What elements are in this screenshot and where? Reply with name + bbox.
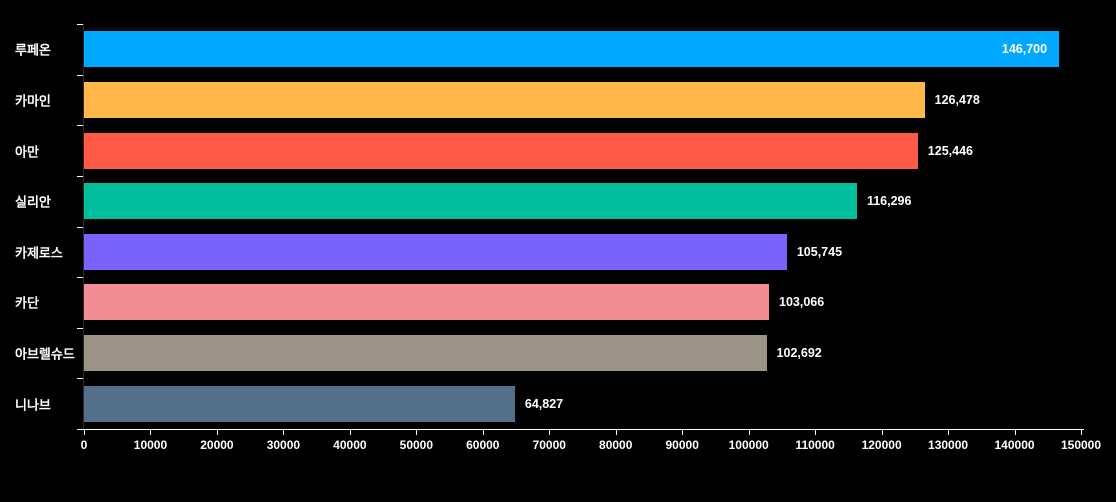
bar [84,183,857,220]
x-axis-tick-label: 70000 [532,438,566,452]
bar-row: 카단 103,066 [15,277,1081,328]
x-axis-tick [150,430,152,435]
category-label: 실리안 [15,194,51,210]
y-axis-tick [77,24,83,25]
value-label: 102,692 [776,346,822,361]
x-axis-tick-label: 30000 [266,438,301,452]
category-label: 루페온 [15,42,51,58]
bar-row: 카마인 126,478 [15,75,1081,126]
value-label: 116,296 [866,194,912,209]
value-label: 105,745 [796,244,843,259]
x-axis-tick [416,430,418,435]
x-axis-tick-label: 90000 [665,438,699,452]
bar [84,335,767,372]
x-axis-tick-label: 140000 [994,438,1035,452]
x-axis-tick [549,430,551,435]
bar [84,233,787,270]
value-label: 146,700 [1001,42,1048,57]
x-axis-tick-label: 40000 [333,438,367,452]
category-label: 카단 [15,295,39,311]
y-axis-tick [77,277,83,279]
y-axis-tick [77,125,83,127]
x-axis-tick [84,430,85,435]
bar-row: 실리안 116,296 [15,176,1081,227]
x-axis-tick-label: 130000 [928,438,969,452]
x-axis-tick [349,430,351,435]
category-label: 니나브 [15,397,51,413]
x-axis-tick-label: 100000 [728,438,769,452]
x-axis-tick-label: 20000 [200,438,234,452]
y-axis-line [83,24,84,429]
category-label: 아만 [15,144,39,160]
bar [84,31,1060,68]
bar-row: 아브렐슈드 102,692 [15,328,1081,379]
x-axis-tick [1081,430,1082,435]
bar-row: 카제로스 105,745 [15,227,1081,278]
x-axis-tick-label: 120000 [861,438,902,452]
x-axis-tick [682,430,684,435]
x-axis-tick [748,430,750,435]
x-axis-tick [815,430,817,435]
y-axis-tick [77,378,83,380]
value-label: 64,827 [524,396,564,411]
value-label: 103,066 [779,295,825,310]
y-axis-tick [77,74,83,76]
bar [84,81,925,118]
bar [84,385,515,422]
x-axis-line [83,429,1084,430]
x-axis-tick [615,430,617,435]
bar [84,284,770,321]
x-axis-tick-label: 80000 [599,438,633,452]
bar-row: 니나브 64,827 [15,378,1081,429]
x-axis-tick-label: 10000 [133,438,168,452]
plot-area: 0 10000 20000 30000 40000 50000 60000 70000 8000… [15,24,1101,452]
x-axis-tick [948,430,950,435]
x-axis-tick [881,430,883,435]
bar-row: 루페온 146,700 [15,24,1081,75]
x-axis-tick [482,430,484,435]
bar-row: 아만 125,446 [15,125,1081,176]
y-axis-tick [77,175,83,177]
x-axis-tick-label: 50000 [399,438,434,452]
x-axis-tick-label: 60000 [466,438,500,452]
x-axis-tick [216,430,218,435]
value-label: 125,446 [927,143,973,158]
bar [84,132,918,169]
x-axis-tick-label: 0 [80,438,88,452]
x-axis-tick [283,430,285,435]
value-label: 126,478 [934,92,980,107]
category-label: 카마인 [15,93,51,109]
x-axis-tick-label: 110000 [795,438,835,452]
y-axis-tick [77,226,83,228]
x-axis-tick-label: 150000 [1060,438,1102,452]
y-axis-tick [77,429,83,430]
y-axis-tick [77,327,83,329]
category-label: 아브렐슈드 [15,346,75,362]
x-axis-tick [1014,430,1016,435]
category-label: 카제로스 [15,245,63,261]
